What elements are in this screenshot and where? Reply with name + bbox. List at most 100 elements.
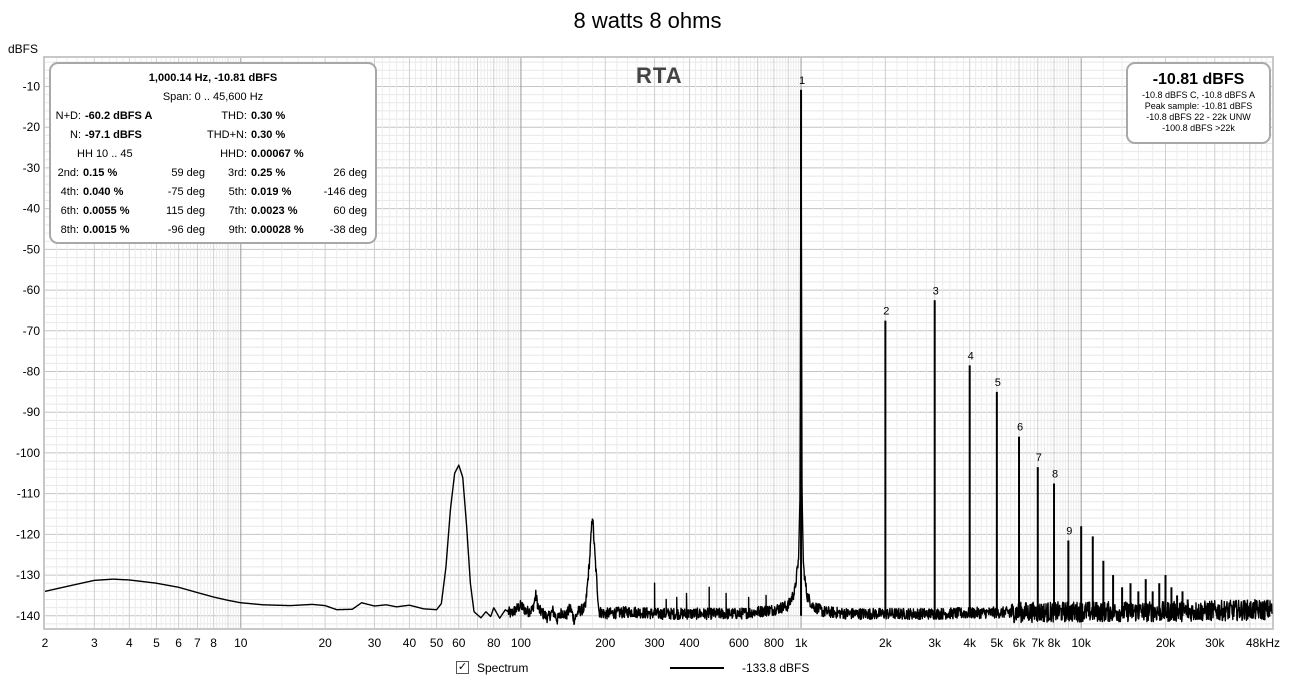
harmonic-value: 0.25 % (251, 167, 286, 179)
x-tick-label: 5 (153, 636, 160, 650)
harmonic-number-label: 5 (995, 377, 1001, 389)
harmonic-value: 0.0023 % (251, 205, 298, 217)
stats-row-n: N: -97.1 dBFS THD+N: 0.30 % (51, 126, 375, 145)
x-tick-label: 3k (928, 636, 942, 650)
y-tick-label: -40 (23, 202, 41, 216)
harmonic-number-label: 6 (1017, 422, 1023, 434)
x-tick-label: 4k (963, 636, 977, 650)
harmonic-number-label: 7 (1036, 452, 1042, 464)
harmonic-labels: 1 2 3 4 5 6 78 9 (799, 75, 1072, 538)
harmonic-row: 2nd: 0.15 % 59 deg 3rd: 0.25 % 26 deg (51, 164, 375, 183)
x-tick-label: 30k (1205, 636, 1225, 650)
x-tick-label: 200 (595, 636, 615, 650)
harmonic-row: 8th: 0.0015 % -96 deg 9th: 0.00028 % -38… (51, 221, 375, 240)
series-layer (44, 89, 1273, 626)
harmonic-number-label: 9 (1066, 525, 1072, 537)
y-tick-label: -20 (23, 120, 41, 134)
harmonic-phase: 26 deg (333, 167, 367, 179)
harmonic-label: 7th: (228, 205, 247, 217)
x-tick-label: 100 (511, 636, 531, 650)
y-tick-label: -10 (23, 80, 41, 94)
x-tick-label: 600 (729, 636, 749, 650)
stats-row-hh: HH 10 .. 45 HHD: 0.00067 % (51, 145, 375, 164)
y-tick-label: -70 (23, 324, 41, 338)
x-tick-label: 3 (91, 636, 98, 650)
harmonic-label: 2nd: (57, 167, 79, 179)
x-tick-label: 80 (487, 636, 501, 650)
harmonic-row: 6th: 0.0055 % 115 deg 7th: 0.0023 % 60 d… (51, 202, 375, 221)
x-tick-label: 8k (1048, 636, 1062, 650)
harmonic-number-label: 8 (1052, 468, 1058, 480)
x-tick-label: 20k (1156, 636, 1176, 650)
thd-value: 0.30 % (251, 110, 286, 122)
peak-above-22k: -100.8 dBFS >22k (1162, 123, 1235, 133)
stats-header-frequency: 1,000.14 Hz, -10.81 dBFS (148, 72, 278, 84)
axis-labels: -10 -20 -30 -40 -50 -60 -70 -80 -90 -100 -110 -120 -… (16, 80, 1280, 651)
harmonic-label: 3rd: (228, 167, 247, 179)
x-tick-label: 50 (430, 636, 444, 650)
thdn-value: 0.30 % (251, 129, 286, 141)
x-tick-label: 400 (680, 636, 700, 650)
x-tick-label: 2k (879, 636, 893, 650)
x-tick-label: 10 (234, 636, 248, 650)
x-tick-label: 48kHz (1246, 636, 1280, 650)
peak-level-panel: -10.81 dBFS -10.8 dBFS C, -10.8 dBFS A P… (1126, 62, 1271, 144)
thd-label: THD: (221, 110, 247, 122)
harmonic-value: 0.15 % (83, 167, 118, 179)
harmonic-phase: -38 deg (329, 224, 367, 236)
nd-label: N+D: (55, 110, 81, 122)
legend-line-swatch (670, 667, 724, 669)
y-tick-label: -130 (16, 568, 40, 582)
x-tick-label: 10k (1071, 636, 1091, 650)
harmonic-label: 9th: (228, 224, 247, 236)
harmonic-number-label: 1 (799, 75, 805, 87)
harmonic-label: 8th: (60, 224, 79, 236)
harmonic-phase: -75 deg (167, 186, 205, 198)
peak-weighted-levels: -10.8 dBFS C, -10.8 dBFS A (1141, 90, 1256, 100)
y-axis-label: dBFS (8, 42, 39, 56)
hhd-label: HHD: (220, 148, 247, 160)
harmonic-number-label: 3 (933, 285, 939, 297)
y-tick-label: -30 (23, 161, 41, 175)
x-tick-label: 7 (194, 636, 201, 650)
thdn-label: THD+N: (206, 129, 247, 141)
harmonic-phase: -146 deg (323, 186, 367, 198)
harmonic-number-label: 2 (883, 306, 889, 318)
x-tick-label: 2 (42, 636, 49, 650)
hh-range: HH 10 .. 45 (77, 148, 133, 160)
harmonic-value: 0.0055 % (83, 205, 130, 217)
x-tick-label: 800 (764, 636, 784, 650)
spectrum-checkbox[interactable]: ✓ (456, 661, 469, 674)
x-tick-label: 6 (175, 636, 182, 650)
y-tick-label: -140 (16, 609, 40, 623)
y-tick-label: -80 (23, 365, 41, 379)
nd-value: -60.2 dBFS A (85, 110, 153, 122)
stats-header-span: Span: 0 .. 45,600 Hz (51, 88, 375, 107)
x-tick-label: 30 (368, 636, 382, 650)
harmonic-phase: 60 deg (333, 205, 367, 217)
harmonic-phase: 59 deg (171, 167, 205, 179)
harmonic-phase: 115 deg (166, 205, 205, 217)
harmonic-value: 0.019 % (251, 186, 292, 198)
peak-unweighted: -10.8 dBFS 22 - 22k UNW (1146, 112, 1251, 122)
plot-frame (43, 56, 1274, 630)
harmonic-label: 4th: (60, 186, 79, 198)
y-tick-label: -100 (16, 446, 40, 460)
legend-value: -133.8 dBFS (742, 661, 810, 675)
legend-series-label: Spectrum (477, 661, 529, 675)
x-tick-label: 7k (1031, 636, 1045, 650)
y-tick-label: -50 (23, 242, 41, 256)
x-tick-label: 1k (795, 636, 809, 650)
y-tick-label: -90 (23, 405, 41, 419)
x-tick-label: 4 (126, 636, 133, 650)
n-label: N: (70, 129, 81, 141)
spectrum-trace (44, 120, 1273, 626)
x-tick-label: 6k (1013, 636, 1027, 650)
x-tick-label: 5k (990, 636, 1004, 650)
harmonic-value: 0.0015 % (83, 224, 130, 236)
x-tick-label: 8 (210, 636, 217, 650)
y-tick-label: -120 (16, 527, 40, 541)
x-tick-label: 40 (403, 636, 417, 650)
rta-label: RTA (636, 63, 683, 88)
